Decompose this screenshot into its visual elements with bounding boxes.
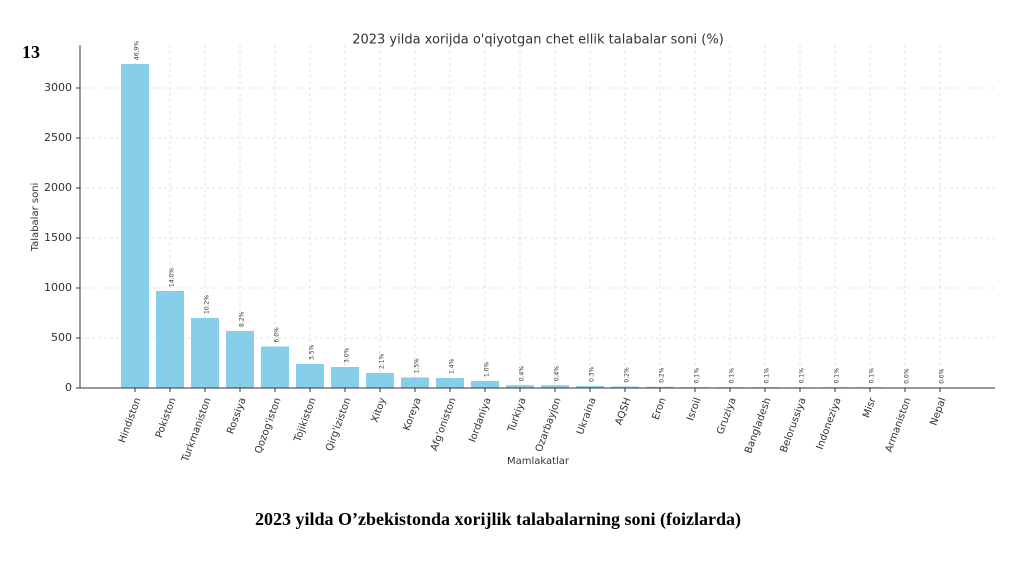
caption: 2023 yilda O’zbekistonda xorijlik talaba… bbox=[255, 509, 741, 530]
percent-label: 0.2% bbox=[659, 367, 666, 383]
percent-label: 0.0% bbox=[904, 368, 911, 384]
bar bbox=[331, 367, 359, 388]
bar bbox=[366, 373, 394, 388]
x-axis-label: Mamlakatlar bbox=[507, 456, 570, 467]
percent-label: 6.0% bbox=[274, 327, 281, 343]
percent-label: 3.0% bbox=[344, 347, 351, 363]
bar bbox=[401, 377, 429, 388]
bar bbox=[121, 64, 149, 388]
bar bbox=[646, 386, 674, 388]
chart-title: 2023 yilda xorijda o'qiyotgan chet ellik… bbox=[352, 33, 724, 48]
y-tick-label: 0 bbox=[65, 381, 72, 394]
y-tick-label: 2500 bbox=[44, 131, 72, 144]
bar bbox=[226, 331, 254, 388]
percent-label: 0.3% bbox=[589, 366, 596, 382]
bar bbox=[191, 318, 219, 388]
y-axis-label: Talabalar soni bbox=[30, 183, 41, 253]
bar bbox=[471, 381, 499, 388]
percent-label: 2.1% bbox=[379, 353, 386, 369]
bar bbox=[541, 385, 569, 388]
y-tick-label: 3000 bbox=[44, 81, 72, 94]
bar bbox=[506, 385, 534, 388]
bar bbox=[436, 378, 464, 388]
page-number: 13 bbox=[22, 42, 40, 62]
percent-label: 0.1% bbox=[764, 368, 771, 384]
percent-label: 3.5% bbox=[309, 344, 316, 360]
percent-label: 1.5% bbox=[414, 358, 421, 374]
percent-label: 46.9% bbox=[134, 41, 141, 60]
percent-label: 1.4% bbox=[449, 358, 456, 374]
bar bbox=[611, 386, 639, 388]
percent-label: 10.2% bbox=[204, 295, 211, 314]
bar bbox=[576, 386, 604, 388]
percent-label: 0.1% bbox=[799, 368, 806, 384]
y-tick-label: 2000 bbox=[44, 181, 72, 194]
percent-label: 0.4% bbox=[519, 366, 526, 382]
bar bbox=[156, 291, 184, 388]
percent-label: 0.4% bbox=[554, 366, 561, 382]
percent-label: 1.0% bbox=[484, 361, 491, 377]
percent-label: 0.2% bbox=[624, 367, 631, 383]
percent-label: 0.1% bbox=[869, 368, 876, 384]
y-tick-label: 1000 bbox=[44, 281, 72, 294]
bar bbox=[261, 346, 289, 388]
percent-label: 8.2% bbox=[239, 311, 246, 327]
percent-label: 0.1% bbox=[729, 368, 736, 384]
y-tick-label: 500 bbox=[51, 331, 72, 344]
percent-label: 0.1% bbox=[694, 368, 701, 384]
percent-label: 14.0% bbox=[169, 268, 176, 287]
bar bbox=[296, 364, 324, 388]
percent-label: 0.0% bbox=[939, 368, 946, 384]
y-tick-label: 1500 bbox=[44, 231, 72, 244]
percent-label: 0.1% bbox=[834, 368, 841, 384]
